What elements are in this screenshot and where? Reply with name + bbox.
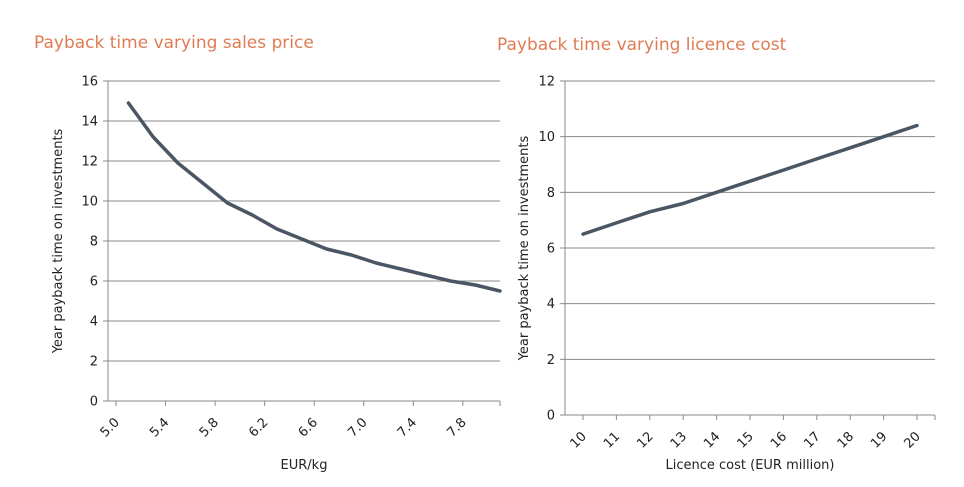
y-tick-label: 2 [90,355,98,370]
y-tick-label: 16 [81,75,98,90]
chart-sales-price: 0 2 4 6 8 10 12 14 16 5.0 5.4 5.8 6.2 6.6 7.0 7.4 7.8 EUR… [51,75,502,473]
y-tick-label: 0 [90,395,98,410]
x-axis-label: EUR/kg [281,458,328,473]
y-tick-label: 12 [81,155,98,170]
y-tick-label: 10 [538,130,555,145]
x-tick-label: 14 [701,429,723,451]
chart-licence-cost: 0 2 4 6 8 10 12 10 11 12 13 14 15 16 17 18 19 20 Licence c… [517,75,936,473]
x-tick-label: 17 [801,429,823,451]
x-tick-label: 7.0 [345,415,370,440]
x-tick-label: 6.6 [296,415,321,440]
x-tick-label: 5.4 [147,415,172,440]
x-tick-label: 18 [835,429,857,451]
x-tick-label: 20 [902,429,924,451]
x-tick-label: 7.4 [395,415,420,440]
x-tick-label: 13 [668,429,690,451]
x-tick-label: 5.8 [197,415,222,440]
x-tick-label: 6.2 [246,415,271,440]
y-tick-label: 8 [90,235,98,250]
y-tick-label: 10 [81,195,98,210]
x-tick-label: 15 [735,429,757,451]
y-axis-label: Year payback time on investments [51,128,66,354]
y-tick-label: 0 [547,409,555,424]
y-tick-label: 14 [81,115,98,130]
y-axis-label: Year payback time on investments [517,135,532,361]
chart-title-licence-cost: Payback time varying licence cost [497,35,787,55]
x-tick-label: 19 [868,429,890,451]
x-tick-label: 10 [568,429,590,451]
x-tick-label: 5.0 [98,415,123,440]
y-tick-label: 2 [547,353,555,368]
x-axis-label: Licence cost (EUR million) [666,458,835,473]
x-tick-label: 11 [601,429,623,451]
x-tick-label: 12 [634,429,656,451]
y-tick-label: 4 [547,297,555,312]
y-tick-label: 6 [547,242,555,257]
series-line [126,101,502,293]
x-tick-label: 7.8 [444,415,469,440]
x-tick-label: 16 [768,429,790,451]
y-tick-label: 4 [90,315,98,330]
y-tick-label: 8 [547,186,555,201]
y-tick-label: 6 [90,275,98,290]
chart-title-sales-price: Payback time varying sales price [34,33,314,53]
y-tick-label: 12 [538,75,555,90]
series-line [581,123,919,236]
